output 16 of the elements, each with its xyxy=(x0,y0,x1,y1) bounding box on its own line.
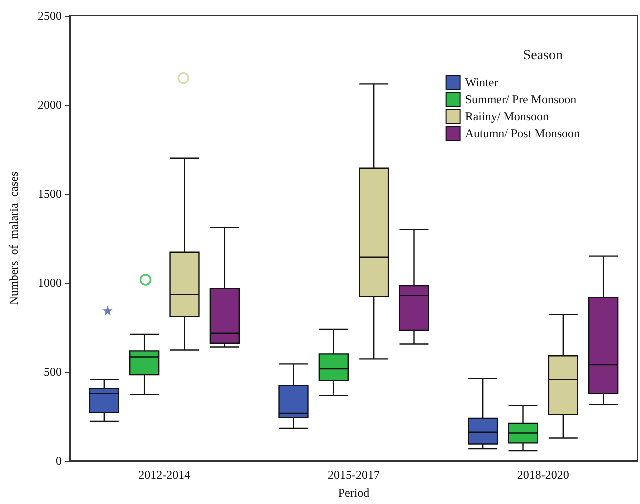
y-tick-label: 2500 xyxy=(38,9,62,23)
y-tick-label: 0 xyxy=(56,454,62,468)
x-tick-label: 2015-2017 xyxy=(328,468,380,482)
x-tick-label: 2018-2020 xyxy=(517,468,570,482)
y-tick-label: 500 xyxy=(44,365,62,379)
legend-label: Summer/ Pre Monsoon xyxy=(465,92,577,106)
legend-label: Raiiny/ Monsoon xyxy=(465,110,549,124)
y-tick-label: 2000 xyxy=(38,98,62,112)
x-tick-label: 2012-2014 xyxy=(138,468,191,482)
legend-label: Winter xyxy=(465,76,498,90)
y-tick-label: 1500 xyxy=(38,187,62,201)
y-axis-title: Numbers_of_malaria_cases xyxy=(7,172,21,306)
x-axis-title: Period xyxy=(338,486,370,500)
legend-label: Autumn/ Post Monsoon xyxy=(465,126,580,140)
legend-title: Season xyxy=(523,48,564,64)
y-tick-label: 1000 xyxy=(38,276,62,290)
